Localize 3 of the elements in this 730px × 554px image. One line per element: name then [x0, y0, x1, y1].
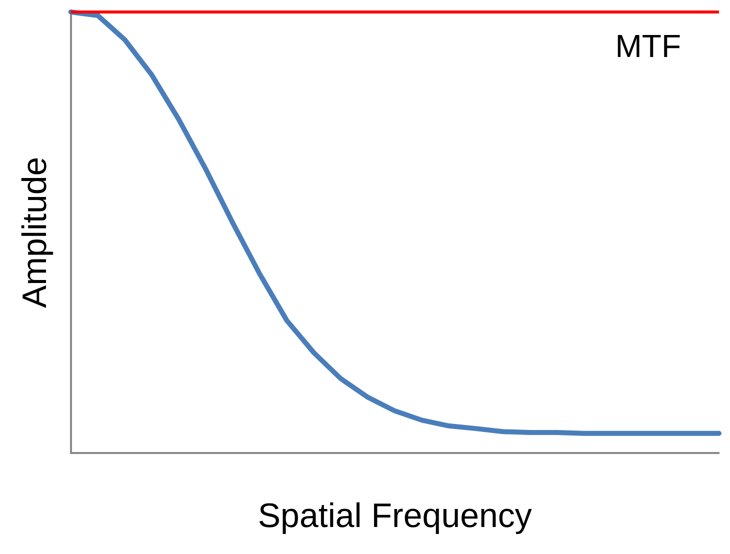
y-axis-title: Amplitude — [16, 156, 54, 308]
x-axis-title: Spatial Frequency — [258, 496, 532, 535]
annotation: MTF — [615, 28, 681, 64]
